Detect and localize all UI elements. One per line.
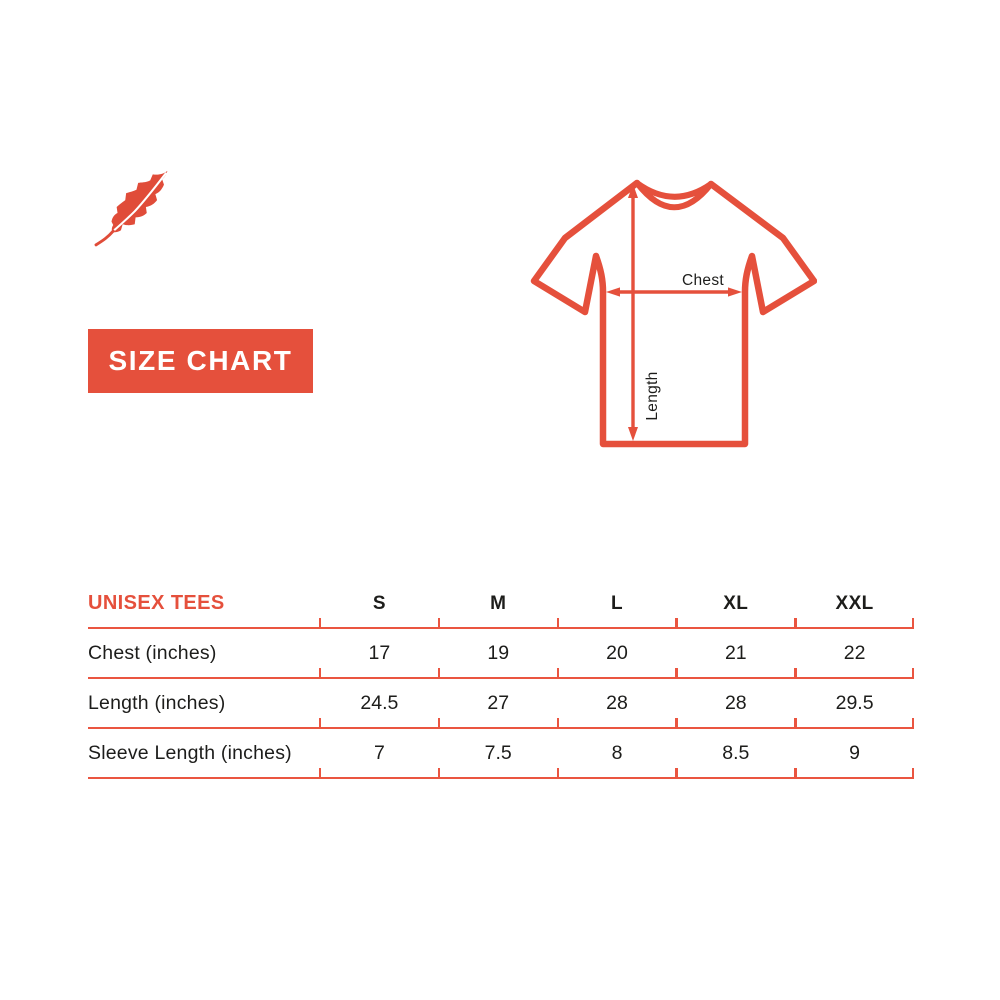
row-label: Chest (inches) [88, 641, 217, 664]
cell-value: 7.5 [437, 729, 558, 777]
cell-value: 22 [794, 629, 914, 677]
tshirt-outline [530, 179, 817, 448]
row-label: Length (inches) [88, 691, 226, 714]
cell-value: 17 [319, 629, 439, 677]
table-row-length: Length (inches) 24.5 27 28 28 29.5 [88, 679, 914, 729]
size-table: UNISEX TEES S M L XL XXL Chest (inches) … [88, 580, 914, 779]
cell-value: 8 [556, 729, 677, 777]
size-chart-banner: SIZE CHART [88, 329, 313, 393]
tshirt-measurement-diagram: Chest Length [530, 179, 817, 448]
cell-value: 7 [319, 729, 439, 777]
column-header-l: L [556, 580, 677, 627]
feather-quill [94, 229, 115, 247]
chest-arrow [606, 287, 742, 297]
length-arrow [628, 184, 638, 441]
table-row-sleeve-length: Sleeve Length (inches) 7 7.5 8 8.5 9 [88, 729, 914, 779]
row-label: Sleeve Length (inches) [88, 741, 292, 764]
cell-value: 28 [675, 679, 795, 727]
cell-value: 27 [437, 679, 558, 727]
length-label: Length [644, 371, 661, 420]
feather-icon [94, 170, 168, 247]
cell-value: 21 [675, 629, 795, 677]
column-header-xl: XL [675, 580, 795, 627]
page-title: SIZE CHART [108, 345, 293, 376]
column-header-s: S [319, 580, 439, 627]
cell-value: 8.5 [675, 729, 795, 777]
feather-midrib [112, 172, 167, 233]
cell-value: 28 [556, 679, 677, 727]
table-title: UNISEX TEES [88, 592, 225, 614]
column-header-m: M [437, 580, 558, 627]
feather-vane [111, 170, 168, 233]
table-header-row: UNISEX TEES S M L XL XXL [88, 580, 914, 629]
cell-value: 29.5 [794, 679, 914, 727]
column-header-xxl: XXL [794, 580, 914, 627]
cell-value: 20 [556, 629, 677, 677]
chest-label: Chest [682, 272, 724, 289]
table-row-chest: Chest (inches) 17 19 20 21 22 [88, 629, 914, 679]
cell-value: 9 [794, 729, 914, 777]
cell-value: 19 [437, 629, 558, 677]
cell-value: 24.5 [319, 679, 439, 727]
tshirt-collar [634, 180, 714, 211]
